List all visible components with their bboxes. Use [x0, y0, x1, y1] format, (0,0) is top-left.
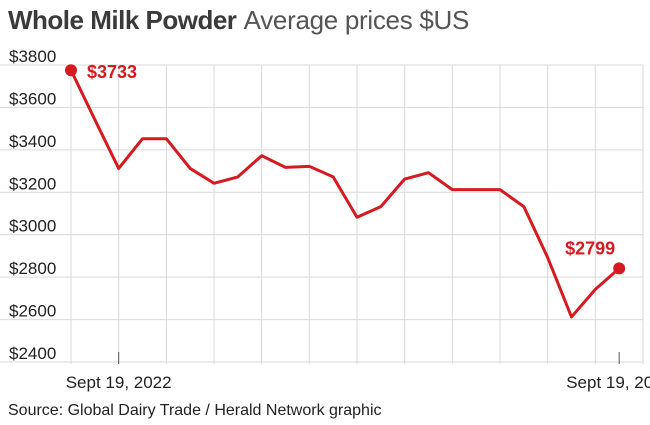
x-axis-ticks: Sept 19, 2022 Sept 19, 2023: [66, 352, 650, 392]
data-point-marker: [613, 262, 626, 275]
data-label: $2799: [565, 238, 615, 258]
y-tick-label: $2600: [9, 302, 56, 321]
chart-title: Whole Milk Powder Average prices $US: [8, 3, 469, 37]
y-tick-label: $3000: [9, 217, 56, 236]
y-tick-label: $3600: [9, 89, 56, 108]
grid: [0, 64, 644, 364]
x-tick-label: Sept 19, 2023: [566, 373, 650, 392]
x-tick-label: Sept 19, 2022: [66, 373, 172, 392]
y-tick-label: $2800: [9, 259, 56, 278]
title-subtitle: Average prices $US: [243, 5, 470, 35]
annotations: $3733 $2799: [65, 62, 626, 275]
series: [69, 68, 621, 319]
y-tick-label: $3400: [9, 132, 56, 151]
series-line: [69, 68, 621, 319]
source-note: Source: Global Dairy Trade / Herald Netw…: [8, 402, 382, 419]
y-tick-label: $3800: [9, 47, 56, 66]
y-axis-ticks: $3800 $3600 $3400 $3200 $3000 $2800 $2600 $2400: [9, 47, 56, 363]
line-chart: $3800 $3600 $3400 $3200 $3000 $2800 $2600 $2400…: [0, 47, 650, 392]
y-tick-label: $3200: [9, 174, 56, 193]
data-point-marker: [65, 64, 77, 77]
title-main: Whole Milk Powder: [8, 5, 237, 35]
data-label: $3733: [87, 62, 137, 82]
y-tick-label: $2400: [9, 344, 56, 363]
